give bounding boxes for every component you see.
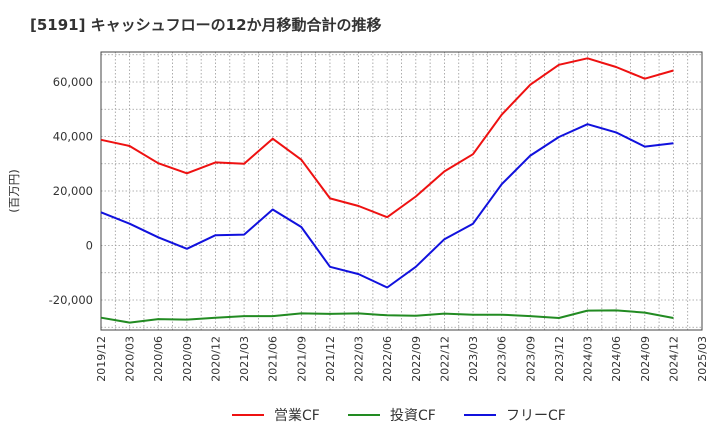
x-tick-label: 2021/03 (238, 336, 251, 382)
x-tick-label: 2021/06 (267, 336, 280, 382)
x-tick-label: 2021/09 (295, 336, 308, 382)
x-tick-label: 2020/12 (209, 336, 222, 382)
x-tick-label: 2020/06 (152, 336, 165, 382)
x-tick-label: 2023/06 (496, 336, 509, 382)
plot-border (100, 51, 703, 331)
y-tick-label: -20,000 (49, 293, 93, 307)
legend-label-2: 投資CF (390, 408, 436, 424)
x-tick-label: 2024/12 (667, 336, 680, 382)
plot-area (101, 52, 702, 330)
y-tick-label: 40,000 (53, 129, 93, 143)
x-tick-label: 2023/12 (553, 336, 566, 382)
x-tick-label: 2022/06 (381, 336, 394, 382)
x-tick-label: 2019/12 (95, 336, 108, 382)
x-tick-label: 2024/03 (582, 336, 595, 382)
x-tick-label: 2023/03 (467, 336, 480, 382)
legend-label-1: 営業CF (274, 408, 320, 424)
grid-lines (100, 52, 703, 330)
x-tick-label: 2022/03 (353, 336, 366, 382)
series-line-2 (100, 309, 674, 324)
series-lines (100, 57, 674, 324)
y-tick-label: 0 (86, 239, 93, 253)
x-tick-label: 2025/03 (696, 336, 709, 382)
y-tick-label: 20,000 (53, 184, 93, 198)
x-tick-label: 2023/09 (524, 336, 537, 382)
x-tick-label: 2021/12 (324, 336, 337, 382)
x-tick-label: 2022/09 (410, 336, 423, 382)
x-tick-label: 2024/09 (639, 336, 652, 382)
y-axis-label: (百万円) (7, 169, 21, 212)
y-tick-label: 60,000 (53, 75, 93, 89)
legend: 営業CF 投資CF フリーCF (232, 408, 566, 424)
x-tick-label: 2024/06 (610, 336, 623, 382)
series-line-3 (100, 123, 674, 289)
x-tick-label: 2020/03 (124, 336, 137, 382)
chart-title: [5191] キャッシュフローの12か月移動合計の推移 (30, 16, 382, 34)
x-tick-label: 2020/09 (181, 336, 194, 382)
x-tick-label: 2022/12 (438, 336, 451, 382)
series-line-1 (100, 57, 674, 219)
axes: -20,000 0 20,000 40,000 60,000 (百万円) 2019/12 20… (7, 51, 709, 382)
legend-label-3: フリーCF (506, 408, 566, 424)
